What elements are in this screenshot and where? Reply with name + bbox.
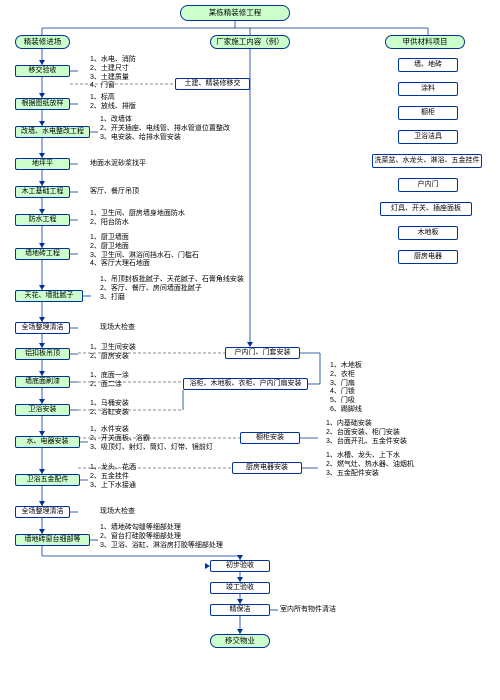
精保洁: 精保洁 bbox=[210, 604, 270, 616]
note: 1、改墙体2、开关插座、电线管、排水管道位置整改3、电安装、给排水管安装 bbox=[100, 116, 230, 142]
note: 1、水电、消防2、土建尺寸3、土建质量4、门窗 bbox=[90, 56, 136, 91]
移交验收: 移交验收 bbox=[15, 65, 70, 77]
note: 1、木地板2、衣柜3、门扇4、门锁5、门吸6、踢脚线 bbox=[330, 362, 362, 415]
note: 1、吊顶封板批腻子、天花腻子、石膏角线安装2、客厅、餐厅、房间墙面批腻子3、打磨 bbox=[100, 276, 244, 302]
全场整理清洁: 全场整理清洁 bbox=[15, 506, 70, 518]
洗菜盆、水龙头、淋浴、五金挂件: 洗菜盆、水龙头、淋浴、五金挂件 bbox=[372, 154, 482, 168]
note: 1、马桶安装2、浴缸安装 bbox=[90, 400, 129, 418]
浴柜、木地板、衣柜、户内门扇安装: 浴柜、木地板、衣柜、户内门扇安装 bbox=[183, 378, 308, 390]
note: 1、卫生间安装2、厨房安装 bbox=[90, 344, 136, 362]
note: 1、龙头、花洒2、五金挂件3、上下水接通 bbox=[90, 464, 136, 490]
涂料: 涂料 bbox=[398, 82, 458, 96]
精装修进场: 精装修进场 bbox=[15, 35, 70, 49]
note: 1、厨卫墙面2、厨卫地面3、卫生间、淋浴间挡水石、门槛石4、客厅大理石地面 bbox=[90, 234, 199, 269]
note: 1、标高2、放线、排版 bbox=[90, 94, 136, 112]
移交物业: 移交物业 bbox=[210, 634, 270, 648]
某栋精装修工程: 某栋精装修工程 bbox=[180, 5, 290, 21]
防水工程: 防水工程 bbox=[15, 214, 70, 226]
note: 1、墙地砖勾缝等细部处理2、窗台打硅胶等细部处理3、卫浴、浴缸、淋浴房打胶等细部… bbox=[100, 524, 223, 550]
note: 客厅、餐厅吊顶 bbox=[90, 188, 139, 197]
木工基础工程: 木工基础工程 bbox=[15, 186, 70, 198]
note: 1、水件安装2、开关面板、浴霸3、吸顶灯、射灯、筒灯、灯带、镜前灯 bbox=[90, 426, 213, 452]
甲供材料项目: 甲供材料项目 bbox=[385, 35, 465, 49]
墙地砖工程: 墙地砖工程 bbox=[15, 248, 70, 260]
根据图纸放样: 根据图纸放样 bbox=[15, 98, 70, 110]
厨房电器: 厨房电器 bbox=[398, 250, 458, 264]
改墙、水电整改工程: 改墙、水电整改工程 bbox=[15, 126, 90, 138]
卫浴洁具: 卫浴洁具 bbox=[398, 130, 458, 144]
土建、精装修移交: 土建、精装修移交 bbox=[175, 78, 250, 90]
天花、墙批腻子: 天花、墙批腻子 bbox=[15, 290, 83, 302]
卫浴五金配件: 卫浴五金配件 bbox=[15, 474, 80, 486]
初步验收: 初步验收 bbox=[210, 560, 270, 572]
note: 现场大检查 bbox=[100, 324, 135, 333]
水、电器安装: 水、电器安装 bbox=[15, 436, 80, 448]
木地板: 木地板 bbox=[398, 226, 458, 240]
note: 1、底面一涂2、面二涂 bbox=[90, 372, 129, 390]
厂家施工内容（例）: 厂家施工内容（例） bbox=[210, 35, 290, 49]
户内门、门套安装: 户内门、门套安装 bbox=[225, 347, 300, 359]
铝扣板吊顶: 铝扣板吊顶 bbox=[15, 348, 70, 360]
note: 1、水槽、龙头、上下水2、燃气灶、热水器、油烟机3、五金配件安装 bbox=[326, 452, 414, 478]
note: 现场大检查 bbox=[100, 508, 135, 517]
note: 地面水泥砂浆找平 bbox=[90, 160, 146, 169]
户内门: 户内门 bbox=[398, 178, 458, 192]
厨房电器安装: 厨房电器安装 bbox=[232, 462, 302, 474]
橱柜: 橱柜 bbox=[398, 106, 458, 120]
note: 1、内基础安装2、台面安装、柜门安装3、台面开孔、五金件安装 bbox=[326, 420, 407, 446]
墙底面刷漆: 墙底面刷漆 bbox=[15, 376, 70, 388]
橱柜安装: 橱柜安装 bbox=[240, 432, 300, 444]
note: 1、卫生间、厨房墙身地面防水2、阳台防水 bbox=[90, 210, 185, 228]
地坪平: 地坪平 bbox=[15, 158, 70, 170]
note: 室内所有物件清洁 bbox=[280, 606, 336, 615]
竣工验收: 竣工验收 bbox=[210, 582, 270, 594]
灯具、开关、插座面板: 灯具、开关、插座面板 bbox=[380, 202, 472, 216]
墙、地砖: 墙、地砖 bbox=[398, 58, 458, 72]
卫浴安装: 卫浴安装 bbox=[15, 404, 70, 416]
墙地砖窗台细部等: 墙地砖窗台细部等 bbox=[15, 534, 90, 546]
全场整理清洁: 全场整理清洁 bbox=[15, 322, 70, 334]
